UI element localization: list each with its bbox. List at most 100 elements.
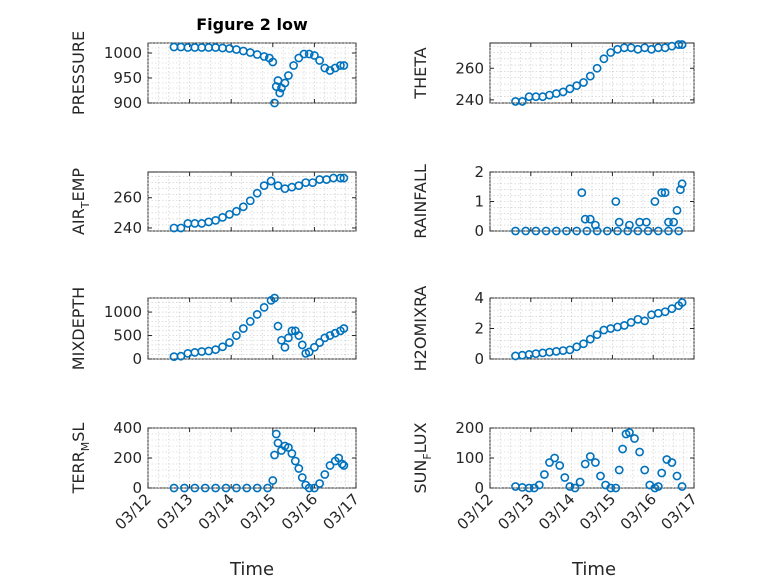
data-point — [320, 470, 330, 479]
data-point — [653, 482, 663, 491]
data-point — [339, 61, 349, 70]
data-point — [625, 220, 634, 230]
data-point — [271, 429, 281, 439]
x-tick-label: 03/13 — [153, 490, 196, 533]
data-point — [635, 447, 644, 457]
data-point — [640, 465, 650, 475]
y-tick-label: 200 — [455, 419, 484, 437]
data-point — [297, 340, 307, 350]
y-tick-label: 0 — [132, 479, 142, 497]
data-point — [325, 331, 335, 340]
data-point — [315, 338, 324, 347]
data-point — [218, 212, 227, 222]
data-point — [231, 483, 241, 493]
data-point — [677, 482, 687, 491]
data-point — [677, 179, 687, 189]
data-point — [330, 328, 340, 338]
data-point — [521, 226, 531, 236]
data-point — [200, 483, 210, 493]
subplot-pressure: 900 950 1000 PRESSURE — [69, 31, 357, 115]
data-point — [309, 51, 319, 60]
data-point — [221, 483, 231, 493]
data-point — [592, 226, 602, 236]
y-axis-label: MIXDEPTH — [69, 287, 88, 370]
data-point — [275, 88, 285, 98]
data-point — [677, 40, 687, 49]
data-point — [650, 197, 660, 206]
y-axis-label: PRESSURE — [69, 31, 88, 115]
data-point — [252, 188, 262, 198]
y-tick-label: 260 — [455, 59, 484, 77]
data-point — [643, 226, 653, 236]
data-point — [630, 434, 639, 443]
subplot-terr-msl: 020040003/1203/1303/1403/1503/1603/17TER… — [69, 419, 363, 533]
y-axis-label: H2OMIXRA — [411, 286, 430, 372]
data-point — [582, 226, 592, 236]
data-point — [283, 333, 293, 343]
x-axis-title-right: Time — [571, 559, 616, 580]
data-point — [263, 483, 272, 493]
x-axis-title-left: Time — [229, 559, 274, 580]
x-tick-label: 03/16 — [278, 490, 321, 533]
data-point — [611, 483, 621, 493]
y-tick-label: 0 — [474, 222, 484, 240]
data-point — [309, 342, 319, 352]
data-point — [606, 483, 616, 493]
data-point — [640, 316, 650, 326]
y-tick-label: 900 — [113, 94, 142, 112]
data-point — [325, 461, 335, 470]
data-point — [579, 78, 588, 87]
data-point — [565, 345, 575, 355]
data-point — [674, 40, 684, 49]
data-point — [280, 78, 290, 88]
data-point — [676, 185, 685, 195]
data-point — [273, 321, 283, 331]
y-axis-label: AIRTEMP — [69, 168, 92, 235]
y-tick-label: 2 — [474, 163, 484, 181]
data-point — [339, 461, 349, 470]
data-point — [572, 81, 582, 91]
data-point — [304, 347, 314, 357]
data-point — [238, 202, 248, 212]
y-axis-label: TERRMSL — [69, 423, 92, 495]
data-point — [290, 456, 300, 466]
data-point — [270, 450, 279, 460]
data-point — [268, 57, 278, 67]
y-tick-label: 500 — [113, 327, 142, 345]
axes-frame — [147, 297, 357, 360]
data-point — [299, 49, 309, 59]
data-point — [580, 214, 590, 224]
data-point — [225, 338, 234, 347]
data-point — [672, 205, 682, 215]
y-tick-label: 260 — [113, 189, 142, 207]
data-point — [611, 197, 621, 206]
data-point — [541, 226, 551, 236]
data-point — [591, 458, 600, 467]
data-point — [294, 464, 304, 473]
data-point — [280, 342, 290, 352]
data-point — [268, 476, 278, 485]
data-point — [653, 226, 663, 236]
data-point — [579, 339, 588, 349]
y-tick-label: 4 — [474, 289, 484, 307]
data-point — [534, 480, 544, 490]
data-point — [623, 226, 633, 236]
data-point — [335, 61, 345, 70]
data-point — [294, 331, 304, 340]
data-point — [572, 226, 582, 236]
data-point — [252, 483, 262, 493]
data-point — [238, 324, 248, 333]
data-point — [339, 173, 349, 183]
data-point — [545, 458, 554, 467]
data-point — [664, 226, 673, 236]
data-point — [315, 56, 324, 65]
data-point — [176, 223, 186, 233]
data-point — [259, 181, 269, 191]
data-point — [551, 226, 561, 236]
axes-frame — [147, 42, 357, 104]
data-point — [287, 326, 297, 336]
data-point — [517, 97, 527, 106]
y-tick-label: 240 — [455, 91, 484, 109]
data-point — [555, 461, 565, 470]
y-tick-label: 2 — [474, 320, 484, 338]
